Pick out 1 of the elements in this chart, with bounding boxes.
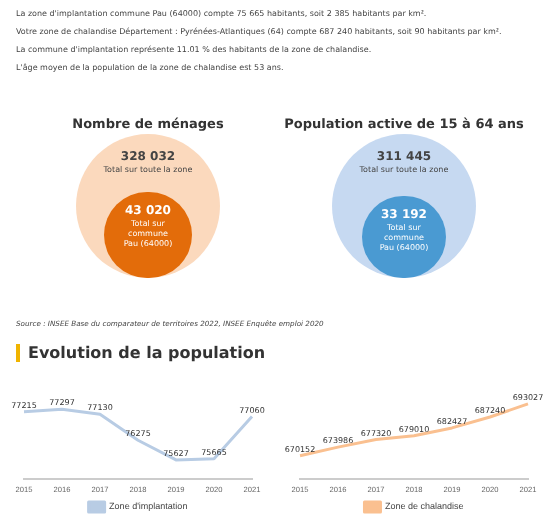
chart-title: Evolution de la population [16,344,266,362]
